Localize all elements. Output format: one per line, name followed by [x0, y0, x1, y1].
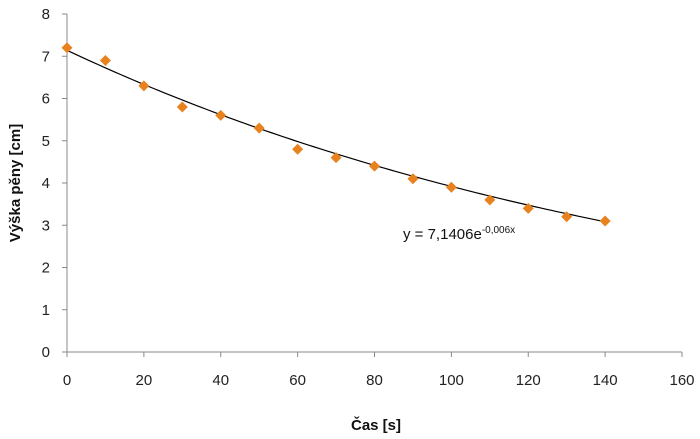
x-tick-label: 100: [439, 372, 464, 389]
x-tick-label: 20: [136, 372, 153, 389]
y-tick-label: 8: [42, 6, 50, 23]
y-tick-label: 6: [42, 91, 50, 108]
data-point: [253, 122, 265, 134]
x-tick-label: 160: [669, 372, 694, 389]
data-point: [292, 143, 304, 155]
data-point: [138, 80, 150, 92]
y-axis-ticks: 0 1 2 3 4 5 6 7 8: [42, 6, 67, 361]
y-tick-label: 1: [42, 302, 50, 319]
data-point: [407, 173, 419, 185]
y-tick-label: 0: [42, 344, 50, 361]
x-tick-label: 40: [212, 372, 229, 389]
y-axis-title: Výška pěny [cm]: [7, 124, 24, 242]
x-tick-label: 0: [63, 372, 71, 389]
x-tick-label: 80: [366, 372, 383, 389]
exponential-trendline: [66, 49, 606, 223]
x-tick-label: 60: [289, 372, 306, 389]
data-point: [599, 215, 611, 227]
x-tick-label: 140: [593, 372, 618, 389]
data-point: [99, 54, 111, 66]
data-point: [522, 202, 534, 214]
x-axis-title: Čas [s]: [351, 416, 401, 434]
y-tick-label: 2: [42, 260, 50, 277]
y-tick-label: 3: [42, 217, 50, 234]
data-point: [330, 152, 342, 164]
data-points: [61, 42, 611, 227]
x-tick-label: 120: [516, 372, 541, 389]
data-point: [369, 160, 380, 172]
data-point: [561, 211, 573, 223]
data-point: [61, 42, 73, 54]
trendline-equation: y = 7,1406e-0,006x: [403, 225, 515, 243]
y-tick-label: 7: [42, 48, 50, 65]
data-point: [445, 181, 457, 193]
data-point: [215, 109, 227, 121]
trendline-equation-exponent: -0,006x: [482, 225, 515, 236]
data-point: [176, 101, 188, 113]
data-point: [484, 194, 496, 206]
y-tick-label: 4: [42, 175, 50, 192]
x-axis-ticks: 0 20 40 60 80 100 120 140 160: [63, 352, 695, 389]
y-tick-label: 5: [42, 133, 50, 150]
trendline-equation-base: y = 7,1406e: [403, 226, 482, 243]
